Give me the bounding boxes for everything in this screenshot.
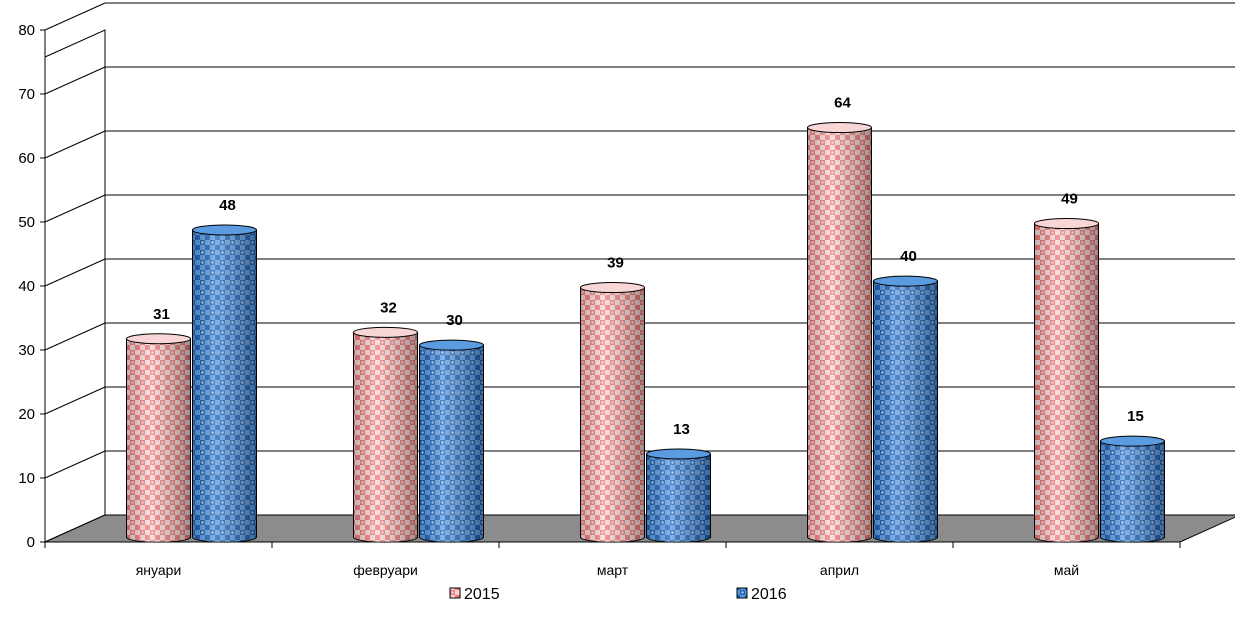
y-tick-label: 80 (18, 22, 35, 39)
data-label: 13 (673, 421, 690, 438)
bar-shading (807, 127, 872, 543)
bar-shading (1100, 441, 1165, 543)
x-tick-label: януари (136, 562, 182, 578)
bar-shading (353, 332, 418, 543)
legend-swatch (736, 587, 748, 599)
gridline-diagonal (44, 450, 106, 479)
left-wall (44, 29, 106, 542)
bar-2015-февруари (353, 326, 418, 543)
x-tick-label: април (820, 562, 859, 578)
data-label: 31 (153, 306, 170, 323)
bar-shading (580, 287, 645, 543)
bar-2016-май (1100, 435, 1165, 543)
x-tick-label: март (597, 562, 629, 578)
bar-2016-март (646, 448, 711, 543)
gridline-diagonal (44, 322, 106, 351)
gridline-diagonal (44, 130, 106, 159)
data-label: 30 (446, 312, 463, 329)
legend-item-2016: 2016 (736, 586, 787, 603)
bar-2016-февруари (419, 339, 484, 543)
data-label: 39 (607, 255, 624, 272)
y-tick-label: 40 (18, 278, 35, 295)
bar-shading (419, 345, 484, 543)
bar-2016-април (873, 275, 938, 543)
y-tick-label: 30 (18, 342, 35, 359)
bar-cap (1100, 435, 1165, 447)
bar-cap (807, 122, 872, 134)
data-label: 49 (1061, 191, 1078, 208)
legend-label: 2016 (751, 586, 787, 603)
y-tick-label: 70 (18, 86, 35, 103)
gridline-diagonal (44, 386, 106, 415)
data-labels: 31 48 32 30 39 13 64 40 49 15 (153, 95, 1144, 438)
y-tick-label: 50 (18, 214, 35, 231)
y-tick-label: 0 (27, 534, 35, 551)
data-label: 64 (834, 95, 851, 112)
bar-cap (126, 333, 191, 345)
gridline-diagonal (44, 194, 106, 223)
bar-2015-май (1034, 218, 1099, 543)
bars (126, 122, 1165, 543)
bar-2015-януари (126, 333, 191, 543)
legend-label: 2015 (464, 586, 500, 603)
bar-cap (419, 339, 484, 351)
gridline-diagonal (44, 258, 106, 287)
bar-cap (192, 224, 257, 236)
gridline-diagonal (44, 66, 106, 95)
data-label: 40 (900, 248, 917, 265)
bar-cap (580, 282, 645, 294)
y-tick-label: 10 (18, 470, 35, 487)
bar-shading (1034, 223, 1099, 543)
bar-shading (126, 338, 191, 543)
bar-cap (1034, 218, 1099, 230)
legend-swatch (449, 587, 461, 599)
bar-shading (873, 281, 938, 543)
bar-cap (646, 448, 711, 460)
bar-shading (192, 229, 257, 543)
data-label: 48 (219, 197, 236, 214)
y-axis: 0 10 20 30 40 50 60 70 80 (18, 22, 46, 551)
bar-cap (873, 275, 938, 287)
data-label: 32 (380, 299, 397, 316)
legend-item-2015: 2015 (449, 586, 500, 603)
x-axis: януари февруари март април май (44, 541, 1181, 578)
x-tick-label: февруари (353, 562, 418, 578)
y-tick-label: 20 (18, 406, 35, 423)
bar-2016-януари (192, 224, 257, 543)
gridlines (44, 2, 1235, 543)
legend: 2015 2016 (449, 586, 787, 603)
bar-2015-март (580, 282, 645, 543)
y-tick-label: 60 (18, 150, 35, 167)
bar-2015-април (807, 122, 872, 543)
bar-cap (353, 326, 418, 338)
chart-walls (44, 29, 106, 542)
gridline-diagonal (44, 2, 106, 31)
bar-shading (646, 453, 711, 543)
x-tick-label: май (1054, 562, 1079, 578)
data-label: 15 (1127, 408, 1144, 425)
